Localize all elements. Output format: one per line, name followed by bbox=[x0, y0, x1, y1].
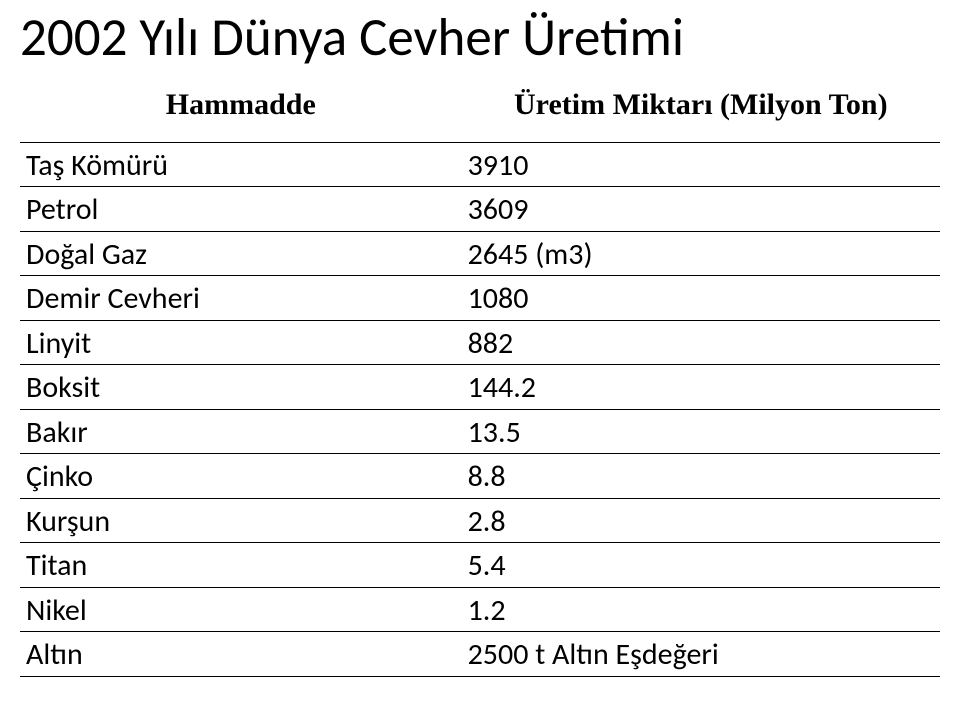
cell-material: Altın bbox=[20, 632, 462, 677]
cell-material: Nikel bbox=[20, 587, 462, 632]
cell-material: Taş Kömürü bbox=[20, 142, 462, 187]
cell-material: Bakır bbox=[20, 409, 462, 454]
page-title: 2002 Yılı Dünya Cevher Üretimi bbox=[20, 6, 940, 70]
table-header-row: Hammadde Üretim Miktarı (Milyon Ton) bbox=[20, 84, 940, 142]
slide-page: 2002 Yılı Dünya Cevher Üretimi Hammadde … bbox=[0, 0, 960, 677]
column-header-material: Hammadde bbox=[20, 84, 462, 142]
table-row: Altın 2500 t Altın Eşdeğeri bbox=[20, 632, 940, 677]
cell-material: Boksit bbox=[20, 365, 462, 410]
table-row: Doğal Gaz 2645 (m3) bbox=[20, 231, 940, 276]
cell-value: 1080 bbox=[462, 276, 940, 321]
table-body: Taş Kömürü 3910 Petrol 3609 Doğal Gaz 26… bbox=[20, 142, 940, 676]
table-row: Nikel 1.2 bbox=[20, 587, 940, 632]
table-row: Linyit 882 bbox=[20, 320, 940, 365]
cell-material: Linyit bbox=[20, 320, 462, 365]
cell-material: Kurşun bbox=[20, 498, 462, 543]
table-row: Boksit 144.2 bbox=[20, 365, 940, 410]
cell-material: Doğal Gaz bbox=[20, 231, 462, 276]
cell-value: 144.2 bbox=[462, 365, 940, 410]
cell-material: Petrol bbox=[20, 187, 462, 232]
table-row: Bakır 13.5 bbox=[20, 409, 940, 454]
cell-value: 2.8 bbox=[462, 498, 940, 543]
cell-value: 8.8 bbox=[462, 454, 940, 499]
cell-value: 5.4 bbox=[462, 543, 940, 588]
table-row: Taş Kömürü 3910 bbox=[20, 142, 940, 187]
cell-value: 3910 bbox=[462, 142, 940, 187]
production-table: Hammadde Üretim Miktarı (Milyon Ton) Taş… bbox=[20, 84, 940, 677]
column-header-amount: Üretim Miktarı (Milyon Ton) bbox=[462, 84, 940, 142]
cell-value: 13.5 bbox=[462, 409, 940, 454]
table-row: Çinko 8.8 bbox=[20, 454, 940, 499]
table-row: Demir Cevheri 1080 bbox=[20, 276, 940, 321]
cell-material: Demir Cevheri bbox=[20, 276, 462, 321]
table-row: Petrol 3609 bbox=[20, 187, 940, 232]
cell-value: 2500 t Altın Eşdeğeri bbox=[462, 632, 940, 677]
table-row: Kurşun 2.8 bbox=[20, 498, 940, 543]
cell-value: 1.2 bbox=[462, 587, 940, 632]
cell-material: Titan bbox=[20, 543, 462, 588]
table-row: Titan 5.4 bbox=[20, 543, 940, 588]
cell-value: 3609 bbox=[462, 187, 940, 232]
cell-value: 2645 (m3) bbox=[462, 231, 940, 276]
cell-material: Çinko bbox=[20, 454, 462, 499]
cell-value: 882 bbox=[462, 320, 940, 365]
